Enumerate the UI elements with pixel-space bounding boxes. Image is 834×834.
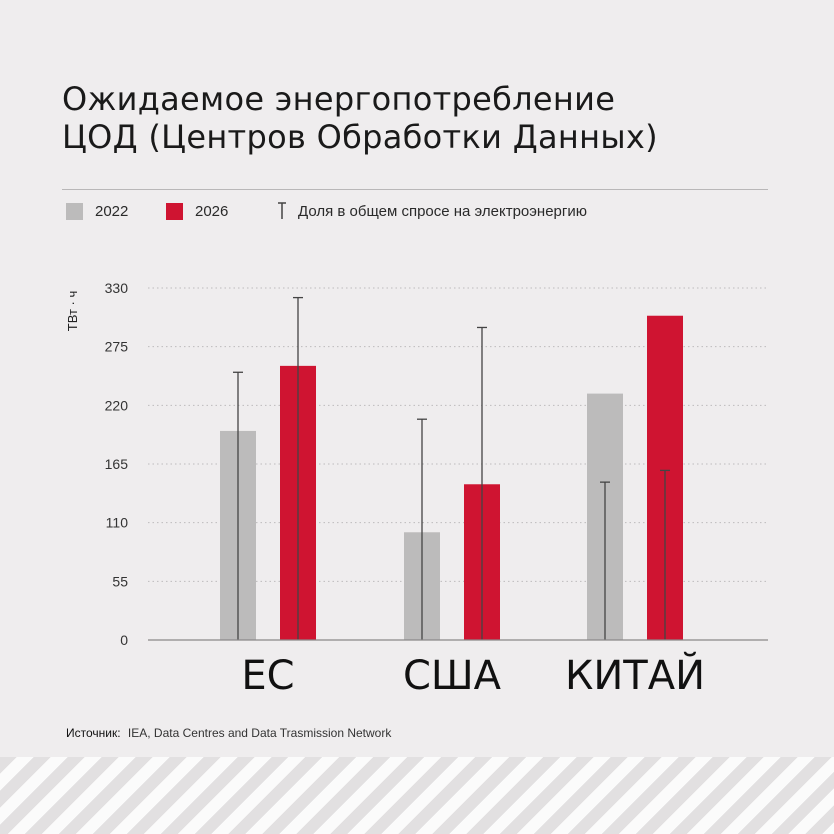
y-tick-label: 55 xyxy=(112,573,128,589)
y-tick-label: 0 xyxy=(120,632,128,648)
legend-item-2022: 2022 xyxy=(66,198,128,224)
category-label: КИТАЙ xyxy=(565,651,705,699)
category-label: ЕС xyxy=(241,653,294,699)
y-tick-label: 330 xyxy=(105,280,129,296)
legend-label-2022: 2022 xyxy=(95,202,129,220)
legend-label-share: Доля в общем спросе на электроэнергию xyxy=(298,202,587,220)
y-tick-label: 220 xyxy=(105,397,129,413)
y-tick-label: 275 xyxy=(105,339,129,355)
legend-swatch-2022 xyxy=(66,202,83,220)
error-bar-icon xyxy=(278,202,286,219)
legend: 2022 2026 Доля в общем спросе на электро… xyxy=(0,198,834,224)
y-tick-label: 110 xyxy=(106,515,129,531)
legend-item-2026: 2026 xyxy=(166,198,228,224)
title-line-2: ЦОД (Центров Обработки Данных) xyxy=(62,118,658,156)
title-line-1: Ожидаемое энергопотребление xyxy=(62,80,616,118)
y-axis-label: ТВт · ч xyxy=(65,291,80,331)
category-label: США xyxy=(403,653,502,699)
title-divider xyxy=(62,189,768,190)
chart-title: Ожидаемое энергопотребление ЦОД (Центров… xyxy=(62,80,762,156)
decorative-stripes xyxy=(0,757,834,834)
legend-item-share: Доля в общем спросе на электроэнергию xyxy=(276,198,587,224)
legend-label-2026: 2026 xyxy=(195,202,229,220)
legend-swatch-2026 xyxy=(166,202,183,220)
source-text: IEA, Data Centres and Data Trasmission N… xyxy=(127,726,392,740)
source-label: Источник: xyxy=(66,726,121,740)
source-note: Источник: IEA, Data Centres and Data Tra… xyxy=(66,726,391,740)
y-tick-label: 165 xyxy=(105,456,129,472)
